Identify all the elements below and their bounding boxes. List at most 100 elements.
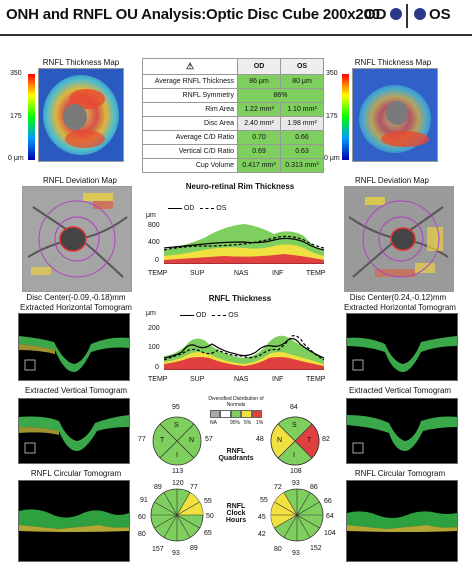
rim-ytick: 0 <box>155 257 159 264</box>
os-quad-i: I <box>293 452 295 459</box>
os-thickness-map[interactable] <box>352 68 438 162</box>
os-quad-t: T <box>307 437 312 444</box>
od-thickness-map-image <box>39 69 123 161</box>
od-horizontal-tomogram[interactable] <box>18 313 130 381</box>
os-disc-center: Disc Center(0.24,-0.12)mm <box>349 293 447 302</box>
rim-xtick: TEMP <box>306 270 326 277</box>
os-quad-n: N <box>277 437 283 444</box>
od-scale-bottom: 0 μm <box>8 155 24 162</box>
row-od: 86 μm <box>237 74 281 89</box>
os-clock-4: 104 <box>324 530 336 537</box>
os-clock-9: 45 <box>258 514 266 521</box>
os-circular-tomogram[interactable] <box>346 480 458 562</box>
rnfl-unit: μm <box>146 310 156 317</box>
os-clock-12: 93 <box>292 480 300 487</box>
row-name: RNFL Symmetry <box>142 88 238 103</box>
rim-ytick: 800 <box>148 222 160 229</box>
od-clock-4: 65 <box>204 530 212 537</box>
rnfl-ytick: 100 <box>148 344 160 351</box>
od-clock-8: 80 <box>138 531 146 538</box>
os-clock-10: 55 <box>260 497 268 504</box>
rim-ytick: 400 <box>148 239 160 246</box>
row-name: Rim Area <box>142 102 238 117</box>
od-vertical-tomogram[interactable] <box>18 398 130 464</box>
os-clock-2: 66 <box>324 498 332 505</box>
table-row: Average C/D Ratio 0.70 0.66 <box>142 130 324 145</box>
rnfl-legend-od: OD <box>195 312 207 319</box>
od-clock-3: 50 <box>206 513 214 520</box>
table-row: RNFL Symmetry 86% <box>142 88 324 103</box>
os-clock-1: 86 <box>310 484 318 491</box>
os-line-swatch <box>200 207 215 209</box>
od-clock-12: 120 <box>172 480 184 487</box>
os-eye-icon <box>414 8 426 20</box>
os-vertical-tomogram[interactable] <box>346 398 458 464</box>
row-name: Disc Area <box>142 116 238 131</box>
rnfl-xtick: INF <box>272 376 284 383</box>
warning-cell: ⚠ <box>142 58 238 75</box>
quadrants-label-line1: RNFL <box>226 448 246 455</box>
od-thickness-map[interactable] <box>38 68 124 162</box>
rim-xtick: NAS <box>234 270 249 277</box>
rim-xtick: INF <box>272 270 284 277</box>
od-vertical-tomogram-image <box>19 415 129 454</box>
rnfl-xtick: TEMP <box>148 376 168 383</box>
rnfl-ytick: 0 <box>155 364 159 371</box>
clock-label: RNFL Clock Hours <box>212 503 260 524</box>
od-horizontal-tomogram-image <box>19 336 129 372</box>
row-os: 0.66 <box>280 130 324 145</box>
os-scale-mid: 175 <box>326 113 338 120</box>
od-clock-5: 89 <box>190 545 198 552</box>
od-scale-top: 350 <box>10 70 22 77</box>
os-deviation-map[interactable] <box>344 186 454 292</box>
od-clock-7: 157 <box>152 546 164 553</box>
os-horizontal-tomogram[interactable] <box>346 313 458 381</box>
rnfl-xtick: TEMP <box>306 376 326 383</box>
os-label: OS <box>429 6 451 23</box>
parameters-table: ⚠ OD OS Average RNFL Thickness 86 μm 80 … <box>142 58 324 173</box>
od-circular-tomogram-title: RNFL Circular Tomogram <box>30 469 122 478</box>
rim-legend-od: OD <box>183 205 195 212</box>
row-od: 1.22 mm² <box>237 102 281 117</box>
od-color-scale <box>28 74 35 160</box>
col-os: OS <box>280 58 324 75</box>
rim-legend-os: OS <box>216 205 227 212</box>
os-deviation-map-title: RNFL Deviation Map <box>355 176 429 185</box>
row-symmetry: 86% <box>237 88 324 103</box>
od-deviation-map-image <box>23 187 131 291</box>
od-quad-t: T <box>160 437 165 444</box>
clock-label-line3: Hours <box>225 517 247 524</box>
os-clock-3: 64 <box>326 513 334 520</box>
os-line-swatch <box>212 314 227 316</box>
rim-unit: μm <box>146 212 156 219</box>
rnfl-xtick: SUP <box>190 376 205 383</box>
95-swatch <box>220 410 231 418</box>
legend-label: 5% <box>244 420 252 426</box>
od-clock-9: 60 <box>138 514 146 521</box>
od-thickness-map-title: RNFL Thickness Map <box>42 58 120 67</box>
row-od: 2.40 mm² <box>237 116 281 131</box>
od-quad-top: 95 <box>172 404 180 411</box>
table-row: Average RNFL Thickness 86 μm 80 μm <box>142 74 324 89</box>
od-clock-6: 93 <box>172 550 180 557</box>
rnfl-xtick: NAS <box>234 376 249 383</box>
od-quad-i: I <box>176 452 178 459</box>
od-label: OD <box>364 6 387 23</box>
od-quad-right: 57 <box>205 436 213 443</box>
os-clock-11: 72 <box>274 484 282 491</box>
row-name: Average C/D Ratio <box>142 130 238 145</box>
od-quadrant-chart <box>152 416 202 466</box>
od-clock-10: 91 <box>140 497 148 504</box>
od-circular-tomogram[interactable] <box>18 480 130 562</box>
legend-label: 1% <box>256 420 264 426</box>
rnfl-ytick: 200 <box>148 325 160 332</box>
rnfl-chart-legend: OD OS <box>180 312 330 319</box>
warning-icon: ⚠ <box>185 61 195 71</box>
rim-chart-plot <box>164 224 324 264</box>
od-line-swatch <box>168 207 182 209</box>
od-deviation-map[interactable] <box>22 186 132 292</box>
os-vertical-tomogram-image <box>347 415 457 454</box>
od-quad-n: N <box>189 437 195 444</box>
os-clock-7: 80 <box>274 546 282 553</box>
row-os: 1.10 mm² <box>280 102 324 117</box>
